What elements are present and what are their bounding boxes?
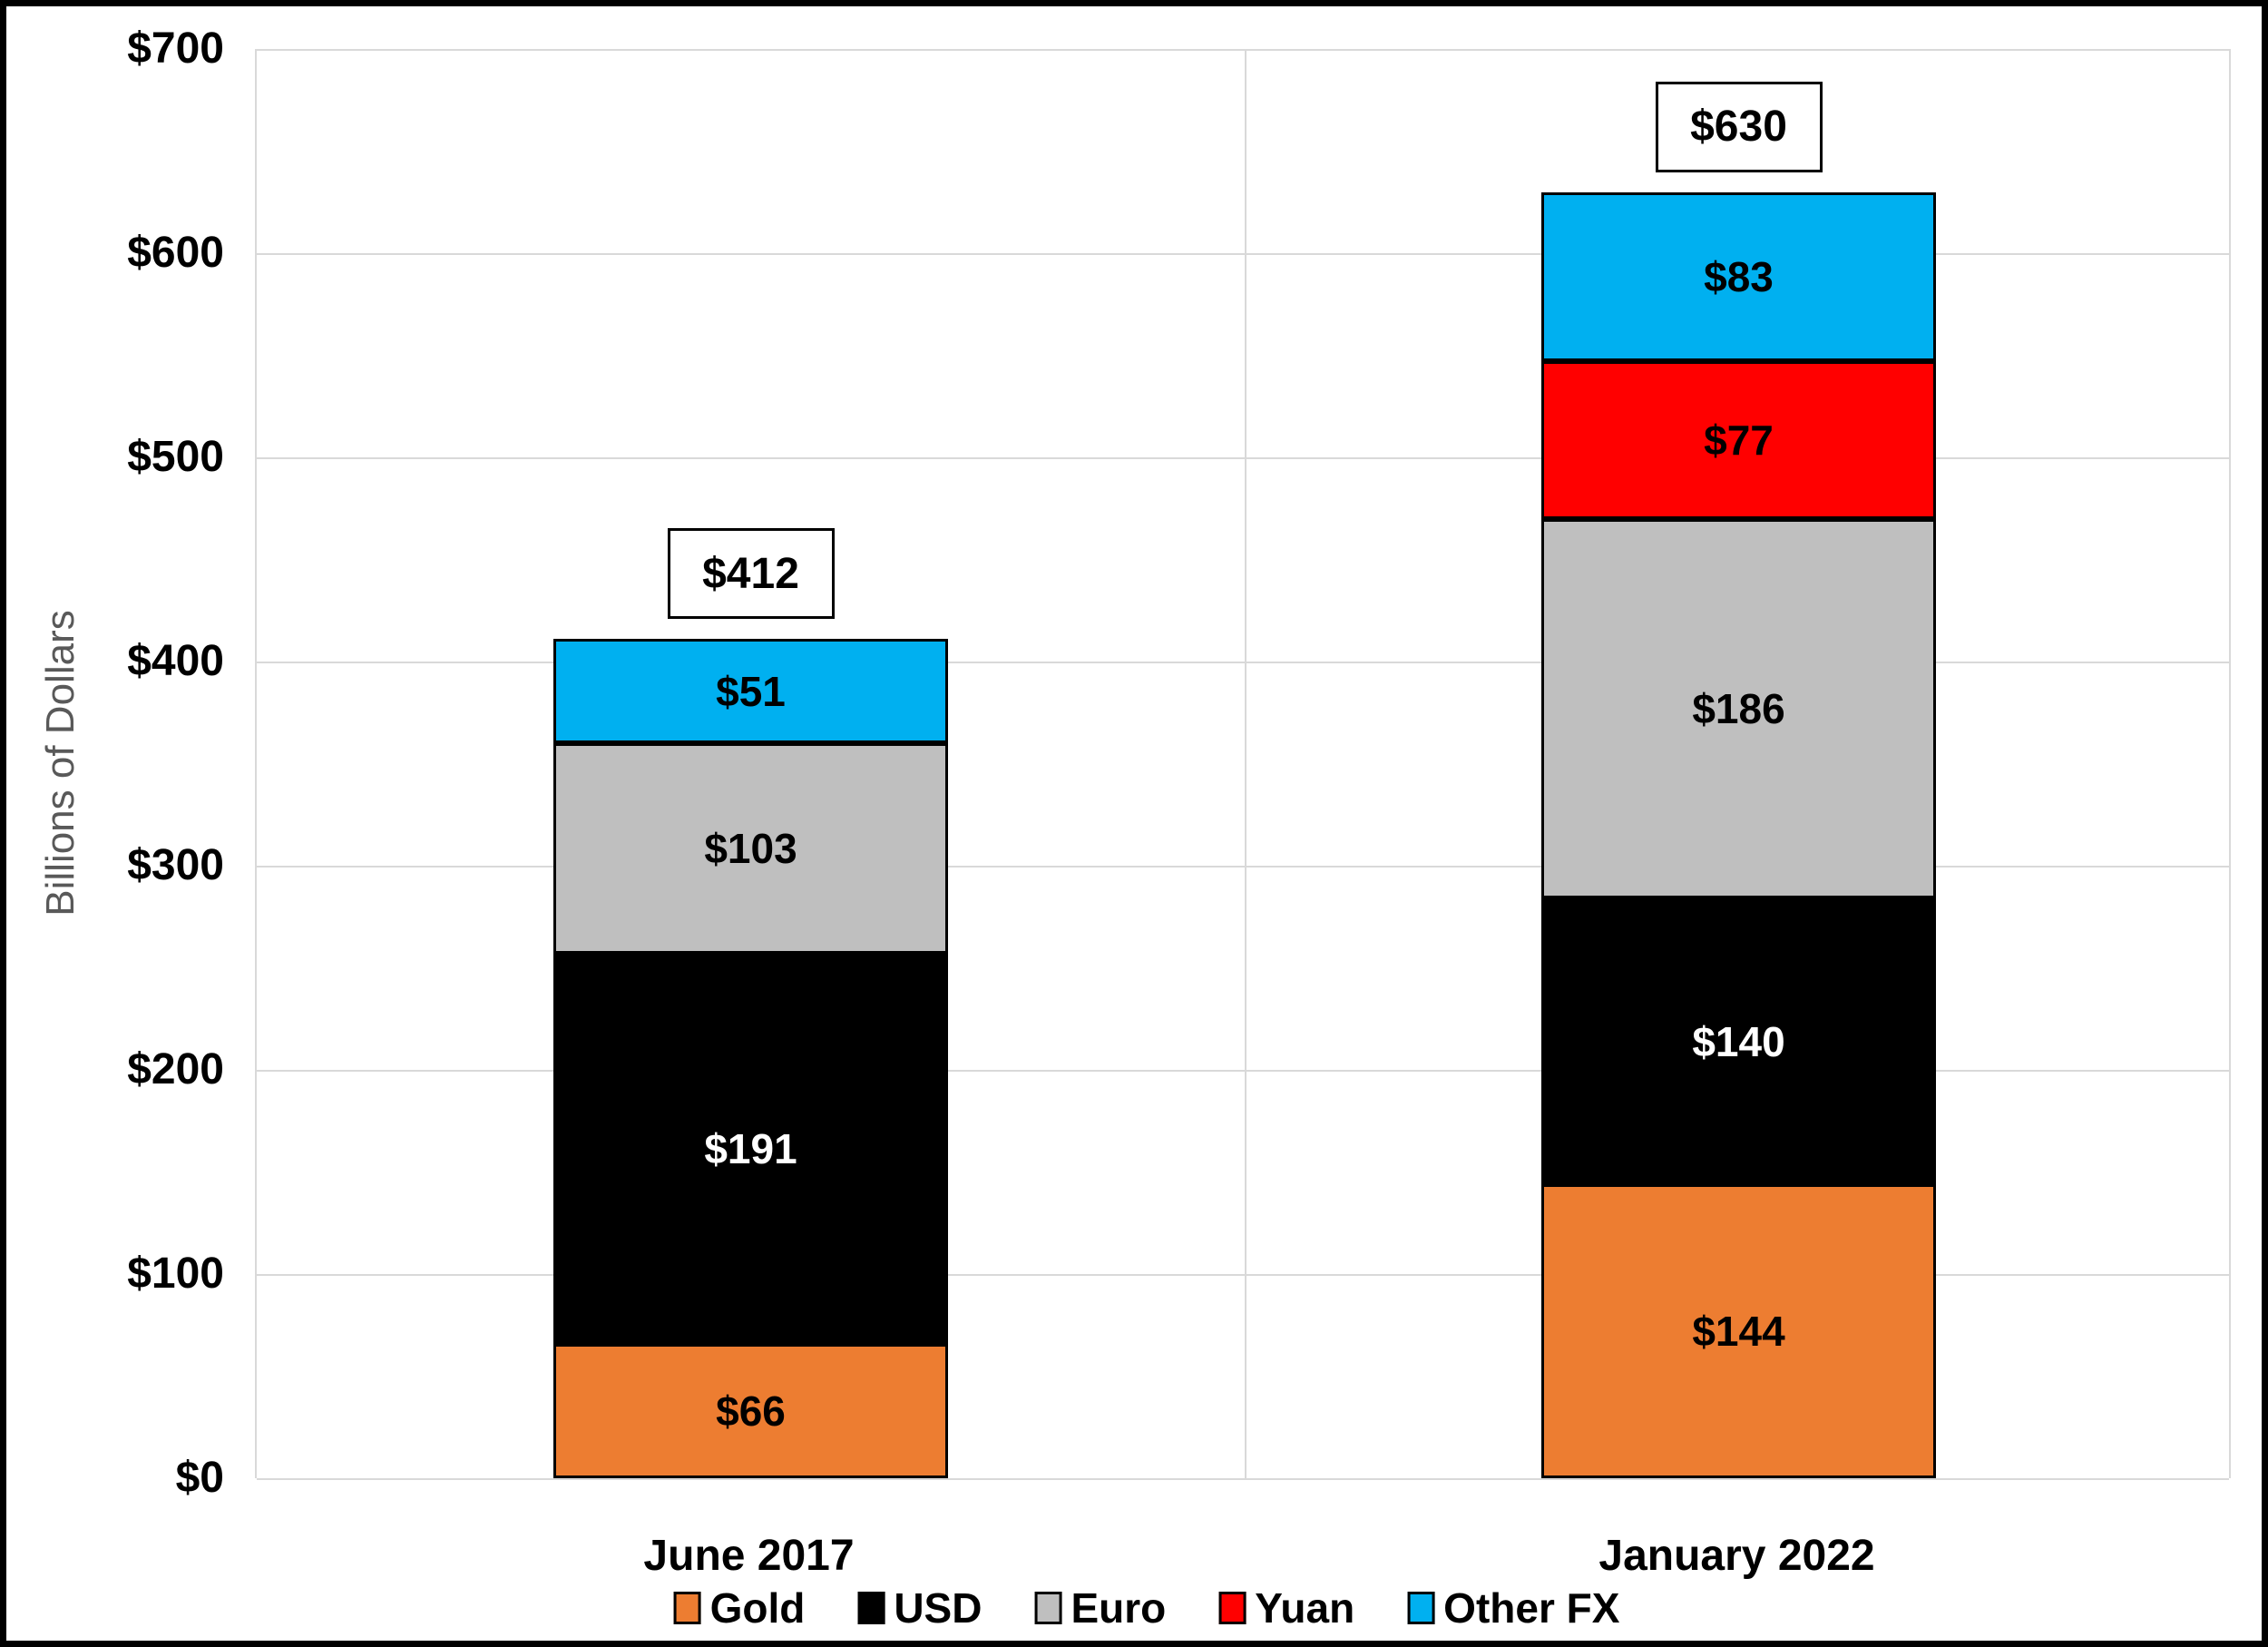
- legend-label: Gold: [709, 1584, 806, 1632]
- legend-swatch-icon: [1218, 1592, 1246, 1624]
- segment-gold: $144: [1541, 1184, 1936, 1478]
- legend-swatch-icon: [1407, 1592, 1435, 1624]
- legend-label: USD: [894, 1584, 982, 1632]
- segment-other-fx: $83: [1541, 191, 1936, 362]
- segment-other-fx: $51: [553, 639, 948, 743]
- gridline-300: [257, 866, 2229, 868]
- legend-item-usd: USD: [857, 1583, 982, 1632]
- legend-item-other-fx: Other FX: [1407, 1583, 1619, 1632]
- y-tick-label: $100: [127, 1250, 224, 1298]
- gridline-100: [257, 1274, 2229, 1276]
- y-tick-label: $200: [127, 1045, 224, 1093]
- gridline-500: [257, 457, 2229, 459]
- legend-item-yuan: Yuan: [1218, 1583, 1354, 1632]
- x-category-label: January 2022: [1598, 1532, 1875, 1580]
- plot-area: $66 $191 $103 $51 $412 $144 $140 $186 $77 $83 $630: [255, 49, 2231, 1480]
- segment-usd: $191: [553, 953, 948, 1344]
- segment-euro: $186: [1541, 518, 1936, 898]
- y-tick-label: $300: [127, 841, 224, 889]
- legend-label: Other FX: [1443, 1584, 1620, 1632]
- y-tick-label: $0: [175, 1454, 224, 1502]
- legend-item-gold: Gold: [673, 1583, 806, 1632]
- segment-yuan: $77: [1541, 361, 1936, 519]
- gridline-0: [257, 1478, 2229, 1480]
- gridline-600: [257, 253, 2229, 255]
- gridline-200: [257, 1070, 2229, 1072]
- total-label-june-2017: $412: [667, 528, 835, 620]
- legend-label: Yuan: [1255, 1584, 1355, 1632]
- bar-january-2022: $144 $140 $186 $77 $83: [1541, 191, 1936, 1478]
- segment-usd: $140: [1541, 898, 1936, 1184]
- legend-swatch-icon: [673, 1592, 701, 1624]
- legend: Gold USD Euro Yuan Other FX: [673, 1583, 1619, 1632]
- legend-swatch-icon: [857, 1592, 885, 1624]
- gridline-700: [257, 49, 2229, 51]
- bar-june-2017: $66 $191 $103 $51: [553, 639, 948, 1478]
- total-label-january-2022: $630: [1655, 81, 1823, 172]
- y-tick-label: $500: [127, 433, 224, 481]
- segment-euro: $103: [553, 743, 948, 954]
- gridline-400: [257, 662, 2229, 663]
- legend-label: Euro: [1070, 1584, 1167, 1632]
- x-category-label: June 2017: [643, 1532, 855, 1580]
- segment-gold: $66: [553, 1343, 948, 1478]
- legend-item-euro: Euro: [1034, 1583, 1166, 1632]
- y-tick-label: $700: [127, 25, 224, 73]
- y-tick-label: $400: [127, 637, 224, 685]
- y-tick-label: $600: [127, 229, 224, 277]
- legend-swatch-icon: [1034, 1592, 1062, 1624]
- gridline-vertical-center: [1245, 49, 1246, 1478]
